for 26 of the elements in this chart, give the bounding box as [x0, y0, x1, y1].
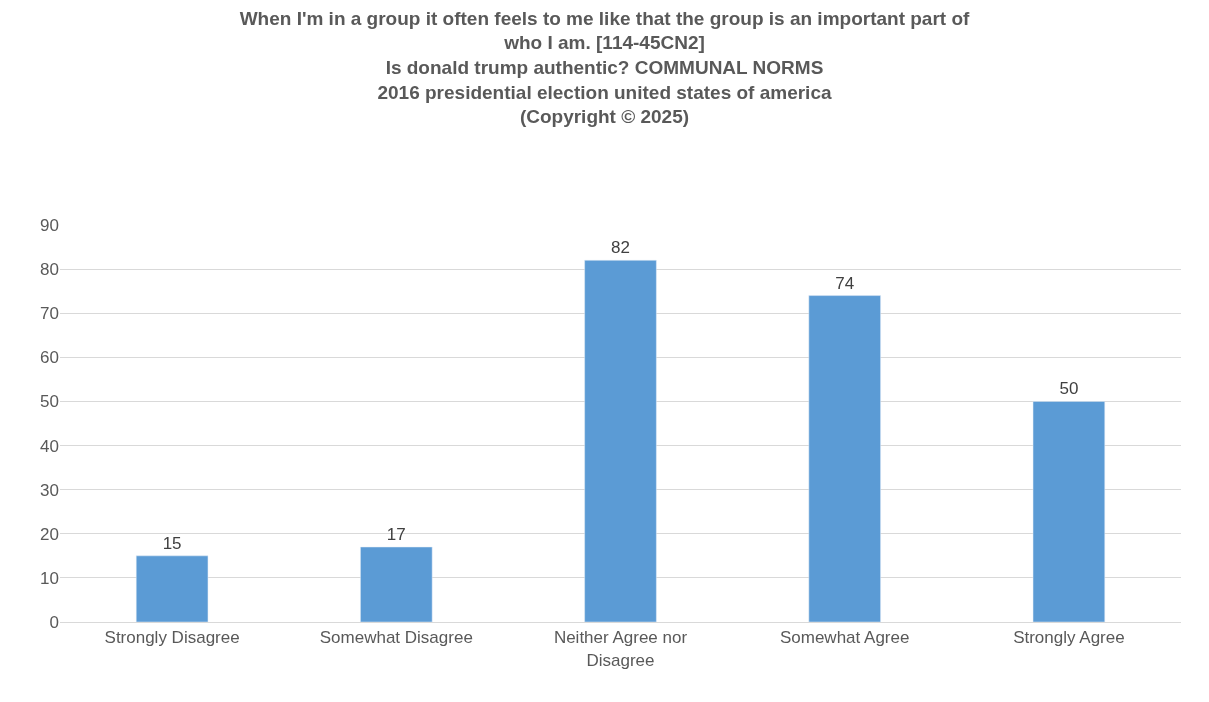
x-tick-label: Neither Agree nor Disagree	[553, 628, 688, 670]
data-label: 74	[835, 273, 855, 293]
data-label: 17	[386, 525, 406, 545]
bar	[360, 546, 433, 622]
y-tick-label: 20	[40, 524, 59, 544]
y-tick-label: 10	[40, 568, 59, 588]
chart-title: When I'm in a group it often feels to me like that the group is an important part of who I am. [114-45CN2] Is donald trump authentic? COMMUNAL NORMS 2016 presidential election united states of america (Copyright © 2025)	[239, 7, 971, 128]
x-tick-label: Somewhat Disagree	[319, 628, 473, 648]
y-tick-label: 90	[40, 215, 59, 235]
x-tick-label: Somewhat Agree	[779, 628, 910, 648]
bar	[135, 555, 209, 622]
y-tick-label: 40	[40, 436, 59, 456]
y-tick-label: 0	[49, 612, 59, 632]
data-label: 15	[162, 533, 182, 553]
x-tick-label: Strongly Agree	[1013, 628, 1125, 648]
y-tick-label: 60	[40, 348, 59, 368]
y-tick-label: 80	[40, 260, 59, 280]
y-tick-label: 70	[40, 304, 59, 324]
bar	[1032, 401, 1106, 622]
y-tick-label: 50	[40, 392, 59, 412]
bar	[584, 260, 657, 622]
bar	[808, 295, 881, 622]
data-label: 50	[1059, 379, 1079, 399]
x-tick-label: Strongly Disagree	[104, 628, 240, 648]
y-tick-label: 30	[40, 480, 59, 500]
data-label: 82	[611, 238, 630, 258]
